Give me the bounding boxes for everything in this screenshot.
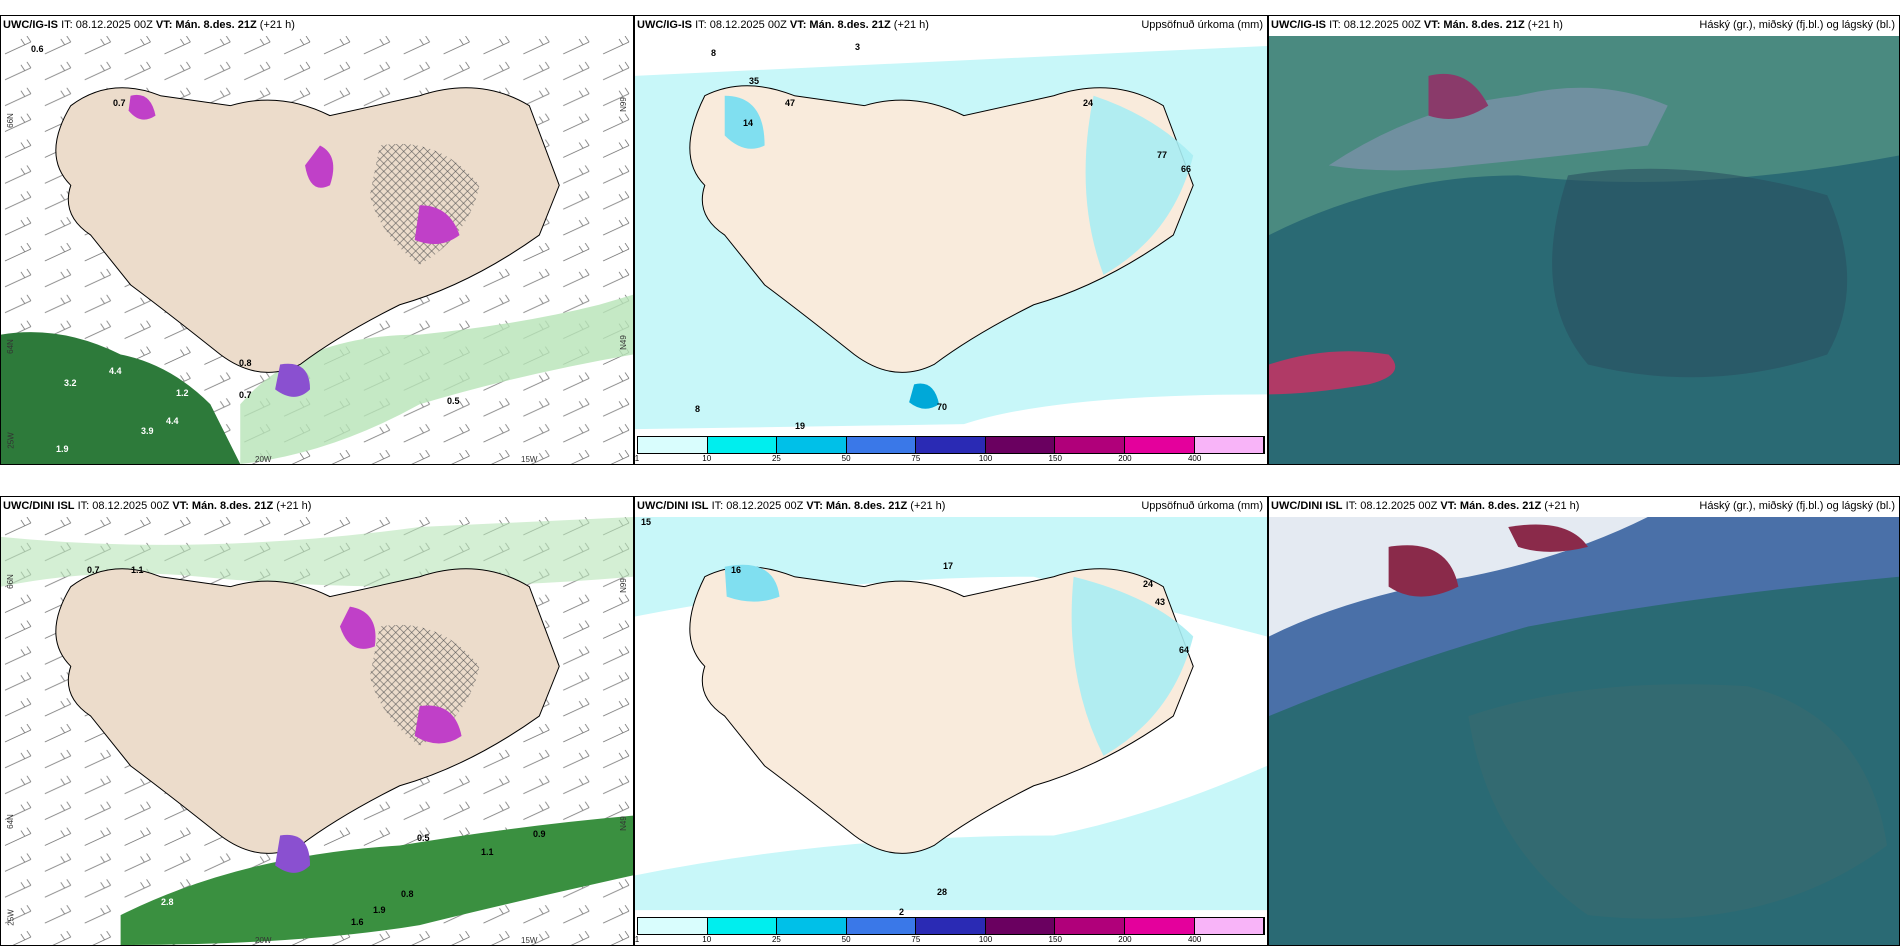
precip-label: 28 <box>937 887 948 897</box>
axis-label: N49 <box>619 335 629 350</box>
snow-label: 2.8 <box>161 897 174 907</box>
snow-label: 4.4 <box>166 416 179 426</box>
precip-label: 24 <box>1143 579 1154 589</box>
panel-header: UWC/IG-IS IT: 08.12.2025 00Z VT: Mán. 8.… <box>1269 16 1899 34</box>
precip-colorbar <box>637 436 1265 454</box>
colorbar-swatch <box>1124 437 1195 453</box>
colorbar-swatch <box>916 437 986 453</box>
panel-header: UWC/DINI ISL IT: 08.12.2025 00Z VT: Mán.… <box>1269 497 1899 515</box>
colorbar-swatch <box>846 437 917 453</box>
cloud-title: Háský (gr.), miðský (fj.bl.) og lágský (… <box>1699 19 1895 31</box>
snow-label: 1.9 <box>373 905 386 915</box>
precip-label: 24 <box>1083 98 1094 108</box>
axis-label: N99 <box>619 578 629 593</box>
precip-map: 15 16 17 24 43 64 28 2 <box>635 517 1267 945</box>
snow-label: 1.9 <box>56 444 69 454</box>
snow-label: 0.5 <box>447 396 460 406</box>
colorbar-swatch <box>707 918 778 934</box>
precip-label: 77 <box>1157 150 1168 160</box>
snow-map-panel-row2: UWC/DINI ISL IT: 08.12.2025 00Z VT: Mán.… <box>0 496 634 946</box>
cloud-map <box>1269 36 1899 464</box>
precip-label: 70 <box>937 402 948 412</box>
precip-label: 16 <box>731 565 742 575</box>
precip-label: 47 <box>785 98 796 108</box>
precip-label: 2 <box>899 907 905 917</box>
colorbar-swatch <box>638 437 708 453</box>
snow-map: 0.6 0.7 0.8 0.7 0.5 3.2 4.4 4.4 3.9 1.9 … <box>1 36 633 464</box>
colorbar-swatch <box>985 437 1056 453</box>
snow-label: 0.8 <box>401 889 414 899</box>
panel-header: UWC/IG-IS IT: 08.12.2025 00Z VT: Mán. 8.… <box>635 16 1267 34</box>
colorbar-swatch <box>916 918 986 934</box>
colorbar-swatch <box>1194 437 1265 453</box>
axis-label: 20W <box>255 455 272 464</box>
axis-label: 15W <box>521 936 538 945</box>
snow-label: 0.9 <box>533 829 546 839</box>
snow-label: 3.2 <box>64 378 77 388</box>
snow-map: 0.7 1.1 0.9 2.8 1.6 0.8 1.9 0.5 1.1 66N … <box>1 517 633 945</box>
colorbar-swatch <box>777 437 847 453</box>
precip-label: 64 <box>1179 645 1190 655</box>
precip-label: 14 <box>743 118 754 128</box>
colorbar-swatch <box>1124 918 1195 934</box>
snow-label: 3.9 <box>141 426 154 436</box>
precip-label: 19 <box>795 421 806 431</box>
axis-label: N49 <box>619 816 629 831</box>
snow-label: 1.2 <box>176 388 189 398</box>
snow-label: 0.7 <box>87 565 100 575</box>
colorbar-swatch <box>707 437 778 453</box>
snow-map-panel-row1: UWC/IG-IS IT: 08.12.2025 00Z VT: Mán. 8.… <box>0 15 634 465</box>
precip-map-panel-row2: UWC/DINI ISL IT: 08.12.2025 00Z VT: Mán.… <box>634 496 1268 946</box>
panel-header: UWC/IG-IS IT: 08.12.2025 00Z VT: Mán. 8.… <box>3 19 295 31</box>
cloud-title: Háský (gr.), miðský (fj.bl.) og lágský (… <box>1699 500 1895 512</box>
snow-label: 1.6 <box>351 917 364 927</box>
colorbar-swatch <box>1194 918 1265 934</box>
axis-label: 15W <box>521 455 538 464</box>
panel-header: UWC/DINI ISL IT: 08.12.2025 00Z VT: Mán.… <box>3 500 312 512</box>
colorbar-ticks: 1 10 25 50 75 100 150 200 400 <box>634 935 1202 944</box>
colorbar-ticks: 1 10 25 50 75 100 150 200 400 <box>634 454 1202 463</box>
precip-label: 35 <box>749 76 760 86</box>
axis-label: 64N <box>5 814 15 829</box>
colorbar-swatch <box>985 918 1056 934</box>
precip-title: Uppsöfnuð úrkoma (mm) <box>1141 500 1263 512</box>
colorbar-swatch <box>1055 437 1125 453</box>
precip-label: 8 <box>695 404 701 414</box>
cloud-map-panel-row2: UWC/DINI ISL IT: 08.12.2025 00Z VT: Mán.… <box>1268 496 1900 946</box>
axis-label: 66N <box>5 574 15 589</box>
snow-label: 0.7 <box>113 98 126 108</box>
precip-label: 43 <box>1155 597 1166 607</box>
precip-label: 3 <box>855 42 861 52</box>
panel-header: UWC/DINI ISL IT: 08.12.2025 00Z VT: Mán.… <box>635 497 1267 515</box>
precip-colorbar <box>637 917 1265 935</box>
snow-label: 4.4 <box>109 366 122 376</box>
axis-label: 66N <box>5 113 15 128</box>
precip-map-panel-row1: UWC/IG-IS IT: 08.12.2025 00Z VT: Mán. 8.… <box>634 15 1268 465</box>
precip-map: 8 3 14 35 47 24 77 66 19 70 8 <box>635 36 1267 464</box>
precip-label: 66 <box>1181 164 1192 174</box>
cloud-map <box>1269 517 1899 945</box>
snow-label: 0.8 <box>239 358 252 368</box>
snow-label: 1.1 <box>481 847 494 857</box>
axis-label: 64N <box>5 339 15 354</box>
axis-label: N99 <box>619 97 629 112</box>
precip-label: 17 <box>943 561 954 571</box>
cloud-map-panel-row1: UWC/IG-IS IT: 08.12.2025 00Z VT: Mán. 8.… <box>1268 15 1900 465</box>
precip-label: 15 <box>641 517 652 527</box>
colorbar-swatch <box>638 918 708 934</box>
snow-label: 0.5 <box>417 833 430 843</box>
axis-label: 25W <box>6 909 16 926</box>
precip-label: 8 <box>711 48 717 58</box>
colorbar-swatch <box>1055 918 1125 934</box>
colorbar-swatch <box>846 918 917 934</box>
snow-label: 0.6 <box>31 44 44 54</box>
snow-label: 0.7 <box>239 390 252 400</box>
axis-label: 20W <box>255 936 272 945</box>
colorbar-swatch <box>777 918 847 934</box>
snow-label: 1.1 <box>131 565 144 575</box>
precip-title: Uppsöfnuð úrkoma (mm) <box>1141 19 1263 31</box>
axis-label: 25W <box>6 432 16 449</box>
